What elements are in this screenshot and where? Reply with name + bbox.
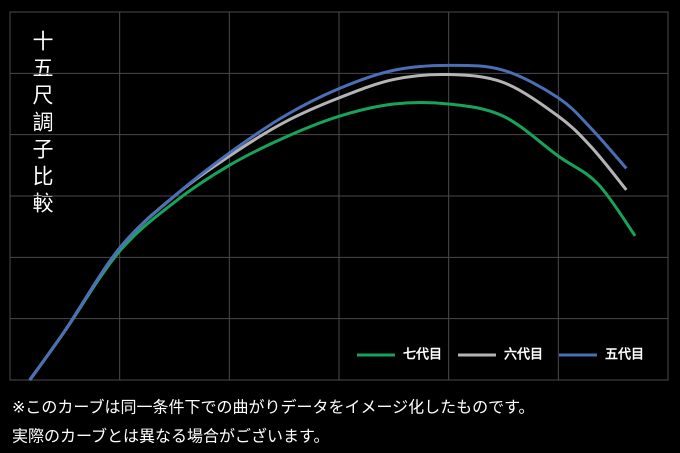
note: 実際のカーブとは異なる場合がございます。 [12,427,329,446]
legend-label: 七代目 [403,347,442,363]
note: ※このカーブは同一条件下での曲がりデータをイメージ化したものです。 [12,398,535,417]
legend-label: 五代目 [605,347,644,363]
line-series [28,63,628,381]
line-series [28,100,637,381]
legend-label: 六代目 [504,347,543,363]
chart-title: 十五尺調子比較 [30,30,54,219]
